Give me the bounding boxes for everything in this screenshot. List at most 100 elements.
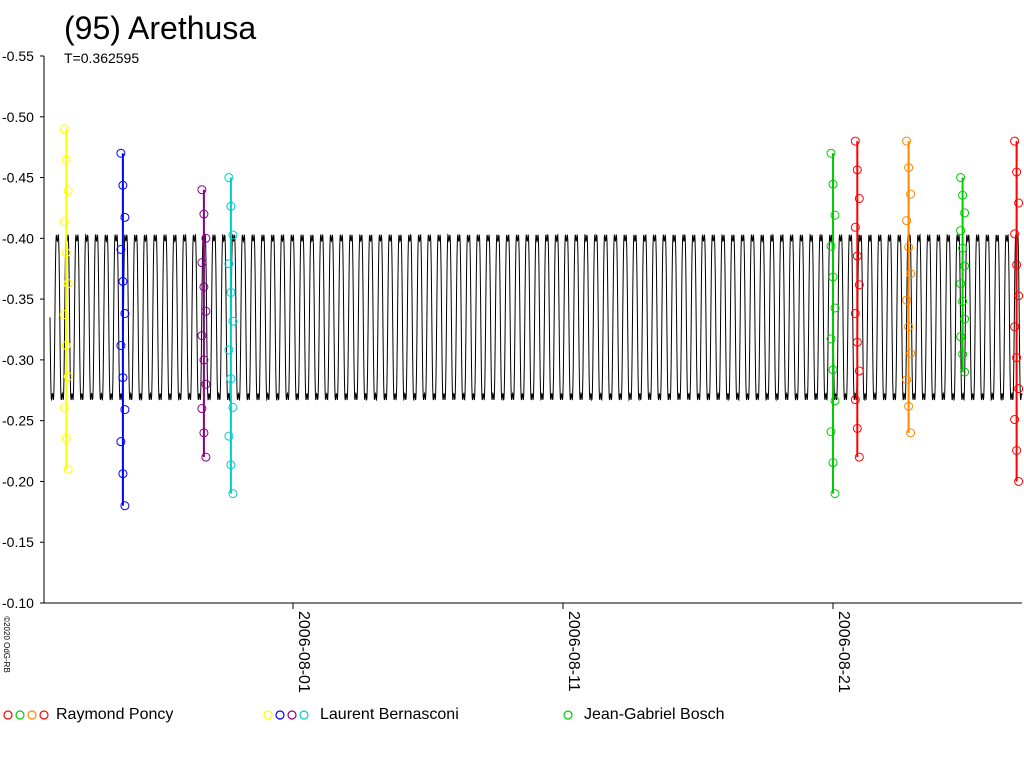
x-tick-label: 2006-08-01 [295, 611, 312, 693]
legend-label-raymond-poncy: Raymond Poncy [56, 706, 174, 723]
observation-point [63, 371, 73, 381]
observation-point [199, 282, 209, 292]
observation-point [958, 349, 968, 359]
legend-label-laurent-bernasconi: Laurent Bernasconi [320, 706, 459, 723]
observation-point [1010, 136, 1020, 146]
legend-label-jean-gabriel-bosch: Jean-Gabriel Bosch [584, 706, 725, 723]
observation-point [118, 469, 128, 479]
observation-point [902, 295, 912, 305]
observation-point [906, 348, 916, 358]
observation-point [59, 124, 69, 134]
observation-point [906, 428, 916, 438]
chart-title: (95) Arethusa [64, 10, 257, 46]
y-tick-label: -0.45 [2, 170, 34, 186]
observation-point [226, 201, 236, 211]
observation-point [854, 194, 864, 204]
observation-point [59, 310, 69, 320]
observation-point [854, 452, 864, 462]
observation-point [63, 464, 73, 474]
observation-point [118, 276, 128, 286]
observation-point [224, 431, 234, 441]
observation-point [120, 405, 130, 415]
observation-point [904, 401, 914, 411]
observation-point [852, 337, 862, 347]
copyright-note: ©2020 OdG-RB [1, 616, 11, 673]
observation-point [61, 155, 71, 165]
observation-point [852, 423, 862, 433]
x-tick-label: 2006-08-11 [565, 611, 582, 692]
observation-point [956, 279, 966, 289]
observation-point [828, 272, 838, 282]
x-tick-label: 2006-08-21 [835, 611, 852, 693]
y-tick-label: -0.50 [2, 109, 34, 125]
observation-point [61, 248, 71, 258]
observation-point [228, 316, 238, 326]
observation-point [224, 345, 234, 355]
observation-point [830, 210, 840, 220]
observation-point [1012, 167, 1022, 177]
legend-marker [3, 710, 13, 720]
legend-marker [287, 710, 297, 720]
legend-marker [275, 710, 285, 720]
observation-point [852, 165, 862, 175]
observation-point [1010, 415, 1020, 425]
observation-point [197, 258, 207, 268]
observation-point [224, 259, 234, 269]
observation-point [197, 331, 207, 341]
observation-point [116, 437, 126, 447]
legend-marker [299, 710, 309, 720]
observation-point [826, 148, 836, 158]
y-tick-label: -0.25 [2, 413, 34, 429]
observation-point [904, 163, 914, 173]
observation-point [958, 296, 968, 306]
observation-point [116, 244, 126, 254]
observation-point [226, 460, 236, 470]
observation-point [1012, 353, 1022, 363]
y-tick-label: -0.40 [2, 230, 34, 246]
legend-marker [39, 710, 49, 720]
observation-point [956, 332, 966, 342]
observation-point [1014, 291, 1024, 301]
observation-point [830, 396, 840, 406]
legend-marker [263, 710, 273, 720]
legend-marker [563, 710, 573, 720]
observation-point [854, 366, 864, 376]
observation-point [902, 216, 912, 226]
observation-point [63, 279, 73, 289]
legend-marker [15, 710, 25, 720]
observation-point [828, 179, 838, 189]
observation-point [116, 148, 126, 158]
observation-point [958, 243, 968, 253]
y-tick-label: -0.10 [2, 595, 34, 611]
observation-point [116, 341, 126, 351]
legend-marker [27, 710, 37, 720]
observation-point [199, 355, 209, 365]
observation-point [902, 375, 912, 385]
observation-point [61, 433, 71, 443]
observation-point [201, 306, 211, 316]
observation-point [904, 242, 914, 252]
observation-point [830, 303, 840, 313]
observation-point [828, 458, 838, 468]
observation-point [224, 173, 234, 183]
observation-point [120, 501, 130, 511]
observation-point [854, 280, 864, 290]
observation-point [826, 427, 836, 437]
observation-point [118, 373, 128, 383]
observation-point [850, 136, 860, 146]
observation-point [826, 241, 836, 251]
y-tick-label: -0.35 [2, 291, 34, 307]
y-tick-label: -0.55 [2, 48, 34, 64]
observation-point [960, 367, 970, 377]
observation-point [201, 379, 211, 389]
observation-point [228, 402, 238, 412]
observation-point [956, 173, 966, 183]
observation-point [904, 322, 914, 332]
observation-point [1014, 384, 1024, 394]
observation-point [830, 489, 840, 499]
model-lightcurve [49, 233, 1023, 402]
chart-subtitle: T=0.362595 [64, 50, 140, 66]
observation-point [59, 402, 69, 412]
observation-point [850, 308, 860, 318]
